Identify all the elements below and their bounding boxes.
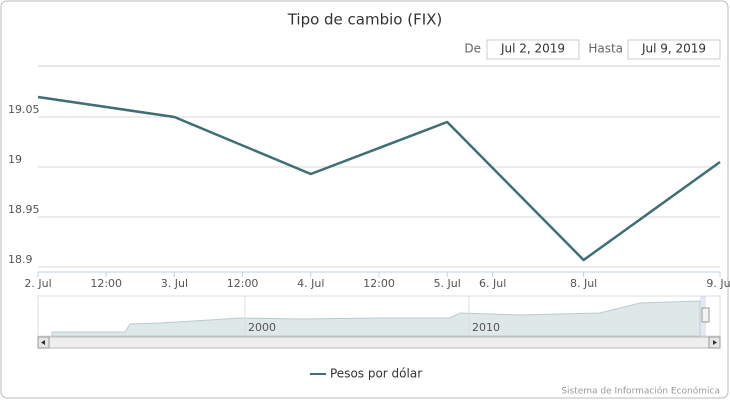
range-to-input[interactable] [627, 39, 721, 60]
y-tick-label: 18.9 [8, 253, 33, 266]
x-tick-label: 4. Jul [297, 277, 324, 290]
x-tick-label: 5. Jul [434, 277, 461, 290]
chart-title: Tipo de cambio (FIX) [287, 11, 443, 29]
scrollbar[interactable] [37, 336, 721, 349]
y-tick-label: 19.05 [8, 103, 40, 116]
navigator-label: 2010 [472, 321, 500, 334]
x-tick-label: 9. Jul [706, 277, 730, 290]
x-tick-label: 12:00 [90, 277, 122, 290]
navigator [37, 295, 721, 349]
range-from-label: De [464, 42, 481, 56]
legend-label[interactable]: Pesos por dólar [330, 367, 422, 381]
navigator-label: 2000 [248, 321, 276, 334]
x-tick-label: 12:00 [227, 277, 259, 290]
range-to-value: Jul 9, 2019 [641, 42, 706, 56]
range-from-input[interactable] [486, 39, 580, 60]
x-tick-label: 3. Jul [161, 277, 188, 290]
range-to-label: Hasta [588, 42, 623, 56]
x-tick-label: 12:00 [363, 277, 395, 290]
x-tick-label: 8. Jul [570, 277, 597, 290]
y-tick-label: 19 [8, 153, 22, 166]
x-tick-label: 6. Jul [479, 277, 506, 290]
x-tick-label: 2. Jul [24, 277, 51, 290]
y-tick-label: 18.95 [8, 203, 40, 216]
arrow [713, 340, 717, 345]
series-line [37, 95, 721, 262]
arrow [41, 340, 45, 345]
navigator-handle[interactable] [701, 307, 710, 323]
range-from-value: Jul 2, 2019 [500, 42, 565, 56]
credits: Sistema de Información Económica [561, 386, 720, 397]
